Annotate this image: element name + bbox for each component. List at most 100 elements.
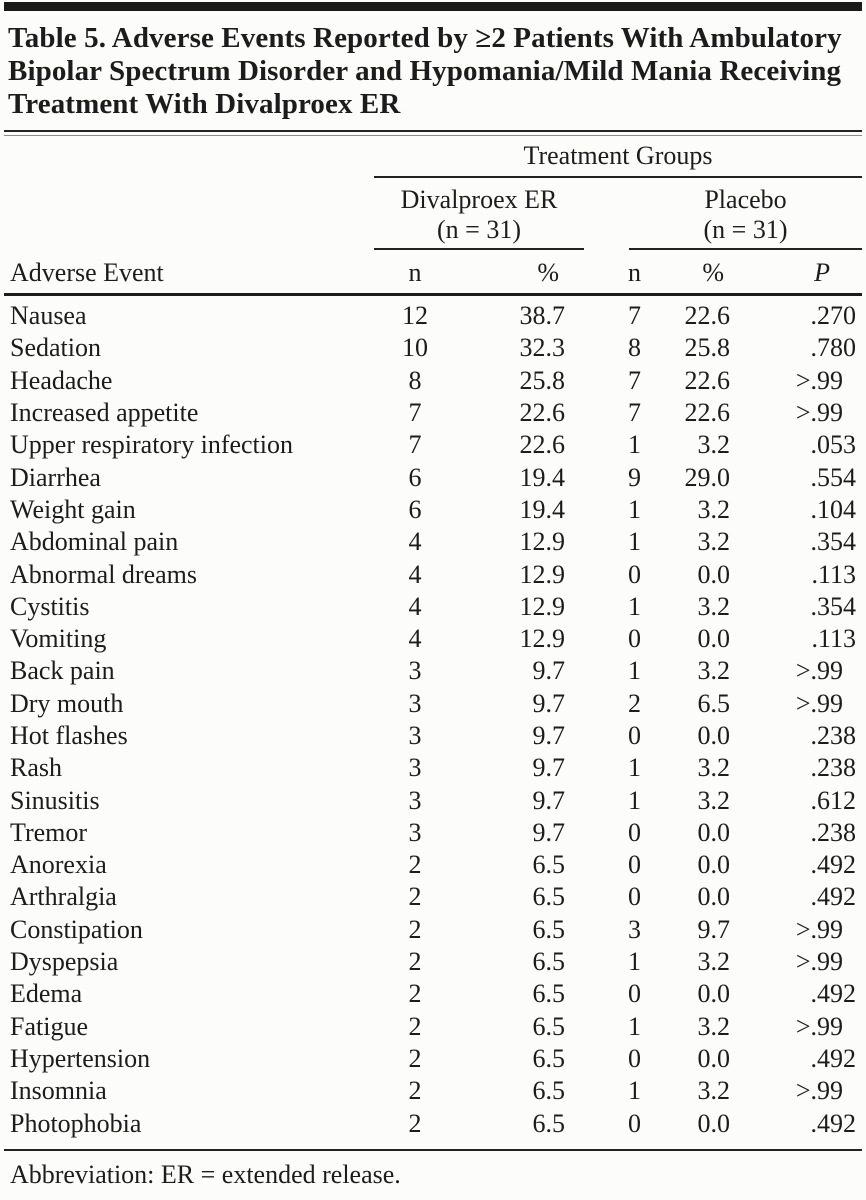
divalproex-n-cell: 3: [408, 753, 422, 783]
group-labels-row: Divalproex ER (n = 31) Placebo (n = 31): [4, 177, 862, 251]
placebo-pct-cell: 22.6: [684, 365, 731, 395]
divalproex-n-cell: 4: [408, 527, 422, 557]
table-row: Photophobia 2 6.5 0 0.0 .492: [4, 1108, 862, 1140]
p-value-cell: .238: [810, 721, 857, 750]
p-value-cell: .492: [810, 882, 857, 912]
divalproex-group-name: Divalproex ER: [400, 185, 558, 215]
placebo-n-cell: 1: [628, 527, 641, 557]
p-value-cell: .554: [810, 462, 857, 492]
treatment-groups-row: Treatment Groups: [4, 141, 862, 179]
divalproex-pct-cell: 6.5: [532, 979, 566, 1009]
divalproex-pct-cell: 22.6: [519, 430, 566, 460]
adverse-event-cell: Sedation: [10, 333, 101, 363]
placebo-pct-cell: 25.8: [684, 333, 731, 363]
placebo-pct-cell: 0.0: [697, 882, 731, 912]
placebo-pct-cell: 0.0: [697, 979, 731, 1009]
placebo-n-cell: 0: [628, 1108, 641, 1138]
divalproex-pct-cell: 9.7: [532, 817, 566, 847]
table-row: Edema 2 6.5 0 0.0 .492: [4, 978, 862, 1010]
divalproex-n-cell: 2: [408, 914, 422, 944]
divalproex-pct-cell: 6.5: [532, 1043, 566, 1073]
adverse-event-cell: Dyspepsia: [10, 947, 119, 977]
p-value-cell: >.99: [795, 365, 843, 395]
table-header: Treatment Groups Divalproex ER (n = 31) …: [4, 141, 862, 297]
adverse-event-cell: Hot flashes: [10, 721, 128, 750]
divalproex-pct-cell: 12.9: [519, 527, 566, 557]
table-body: Nausea 12 38.7 7 22.6.270 Sedation 1 0 32.3 8 25.8…: [4, 295, 862, 1140]
divalproex-n-cell: 6: [408, 462, 422, 492]
p-value-cell: .238: [810, 817, 857, 847]
placebo-n-cell: 0: [628, 817, 641, 847]
adverse-event-cell: Increased appetite: [10, 398, 199, 428]
divalproex-pct-cell: 9.7: [532, 753, 566, 783]
p-value-cell: .354: [810, 527, 857, 557]
p-value-cell: .492: [810, 1043, 857, 1073]
divalproex-pct-cell: 6.5: [532, 882, 566, 912]
placebo-n-cell: 0: [628, 1043, 641, 1073]
table-row: Increased appetite 7 22.6 7 22.6 >.99: [4, 397, 862, 429]
table-row: Constipation 2 6.5 3 9.7 >.99: [4, 914, 862, 946]
adverse-event-cell: Abnormal dreams: [10, 559, 198, 589]
divalproex-n-cell: 7: [408, 398, 422, 428]
adverse-event-cell: Dry mouth: [10, 688, 124, 718]
placebo-pct-cell: 3.2: [697, 753, 731, 783]
placebo-n-cell: 7: [628, 398, 641, 428]
placebo-pct-cell: 29.0: [684, 462, 731, 492]
column-header-divalproex-pct: %: [456, 250, 567, 297]
placebo-n-cell: 1: [628, 656, 641, 686]
divalproex-pct-cell: 32.3: [519, 333, 566, 363]
divalproex-n-cell: 3: [408, 688, 422, 718]
divalproex-n-cell: 7: [408, 430, 422, 460]
divalproex-pct-cell: 6.5: [532, 1076, 566, 1106]
table-row: Diarrhea 6 19.4 9 29.0 .554: [4, 462, 862, 494]
table-row: Abnormal dreams 4 12.9 0 0.0 .113: [4, 559, 862, 591]
table-row: Rash 3 9.7 1 3.2 .238: [4, 752, 862, 784]
divalproex-n-cell: 8: [408, 365, 422, 395]
adverse-event-cell: Anorexia: [10, 850, 107, 880]
table-row: Back pain 3 9.7 1 3.2 >.99: [4, 655, 862, 687]
table-row: Insomnia 2 6.5 1 3.2 >.99: [4, 1075, 862, 1107]
placebo-group-cell: Placebo (n = 31): [567, 177, 862, 251]
column-header-placebo-n: n: [567, 250, 671, 297]
placebo-n-cell: 9: [628, 462, 641, 492]
adverse-event-cell: Upper respiratory infection: [10, 430, 294, 460]
divalproex-n-cell: 2: [408, 947, 422, 977]
placebo-n-cell: 0: [628, 882, 641, 912]
table-row: Anorexia 2 6.5 0 0.0 .492: [4, 849, 862, 881]
divalproex-pct-cell: 12.9: [519, 591, 566, 621]
adverse-event-cell: Constipation: [10, 914, 143, 944]
divalproex-n-cell: 2: [408, 1108, 422, 1138]
placebo-n-cell: 1: [628, 753, 641, 783]
divalproex-pct-cell: 9.7: [532, 688, 566, 718]
p-value-cell: .780: [810, 333, 857, 363]
adverse-event-cell: Rash: [10, 753, 62, 783]
table-row: Upper respiratory infection 7 22.6 1 3.2 .053: [4, 429, 862, 461]
placebo-n-cell: 0: [628, 721, 641, 750]
p-value-cell: .053: [810, 430, 857, 460]
placebo-pct-cell: 0.0: [697, 1043, 731, 1073]
placebo-n-cell: 7: [628, 301, 641, 331]
divalproex-n-cell: 3: [408, 785, 422, 815]
placebo-group-header: Placebo (n = 31): [629, 185, 862, 251]
divalproex-n-cell: 4: [408, 591, 422, 621]
table-footnote: Abbreviation: ER = extended release.: [4, 1148, 862, 1200]
placebo-n-cell: 8: [628, 333, 641, 363]
divalproex-pct-cell: 25.8: [519, 365, 566, 395]
table-row: Nausea 12 38.7 7 22.6 .270: [4, 295, 862, 333]
divalproex-pct-cell: 12.9: [519, 624, 566, 654]
p-value-cell: >.99: [795, 656, 843, 686]
divalproex-pct-cell: 6.5: [532, 947, 566, 977]
table-row: Vomiting 4 12.9 0 0.0 .113: [4, 623, 862, 655]
column-header-p-value: P: [732, 250, 862, 297]
placebo-pct-cell: 3.2: [697, 1076, 731, 1106]
table-row: Weight gain 6 19.4 1 3.2 .104: [4, 494, 862, 526]
p-value-cell: .492: [810, 1108, 857, 1138]
divalproex-group-header: Divalproex ER (n = 31): [374, 185, 584, 251]
table-title: Table 5. Adverse Events Reported by ≥2 P…: [8, 22, 842, 121]
placebo-pct-cell: 0.0: [697, 1108, 731, 1138]
column-header-placebo-pct: %: [671, 250, 732, 297]
divalproex-pct-cell: 6.5: [532, 1108, 566, 1138]
p-value-cell: .104: [810, 494, 857, 524]
table-row: Dry mouth 3 9.7 2 6.5 >.99: [4, 688, 862, 720]
p-value-cell: >.99: [795, 1011, 843, 1041]
